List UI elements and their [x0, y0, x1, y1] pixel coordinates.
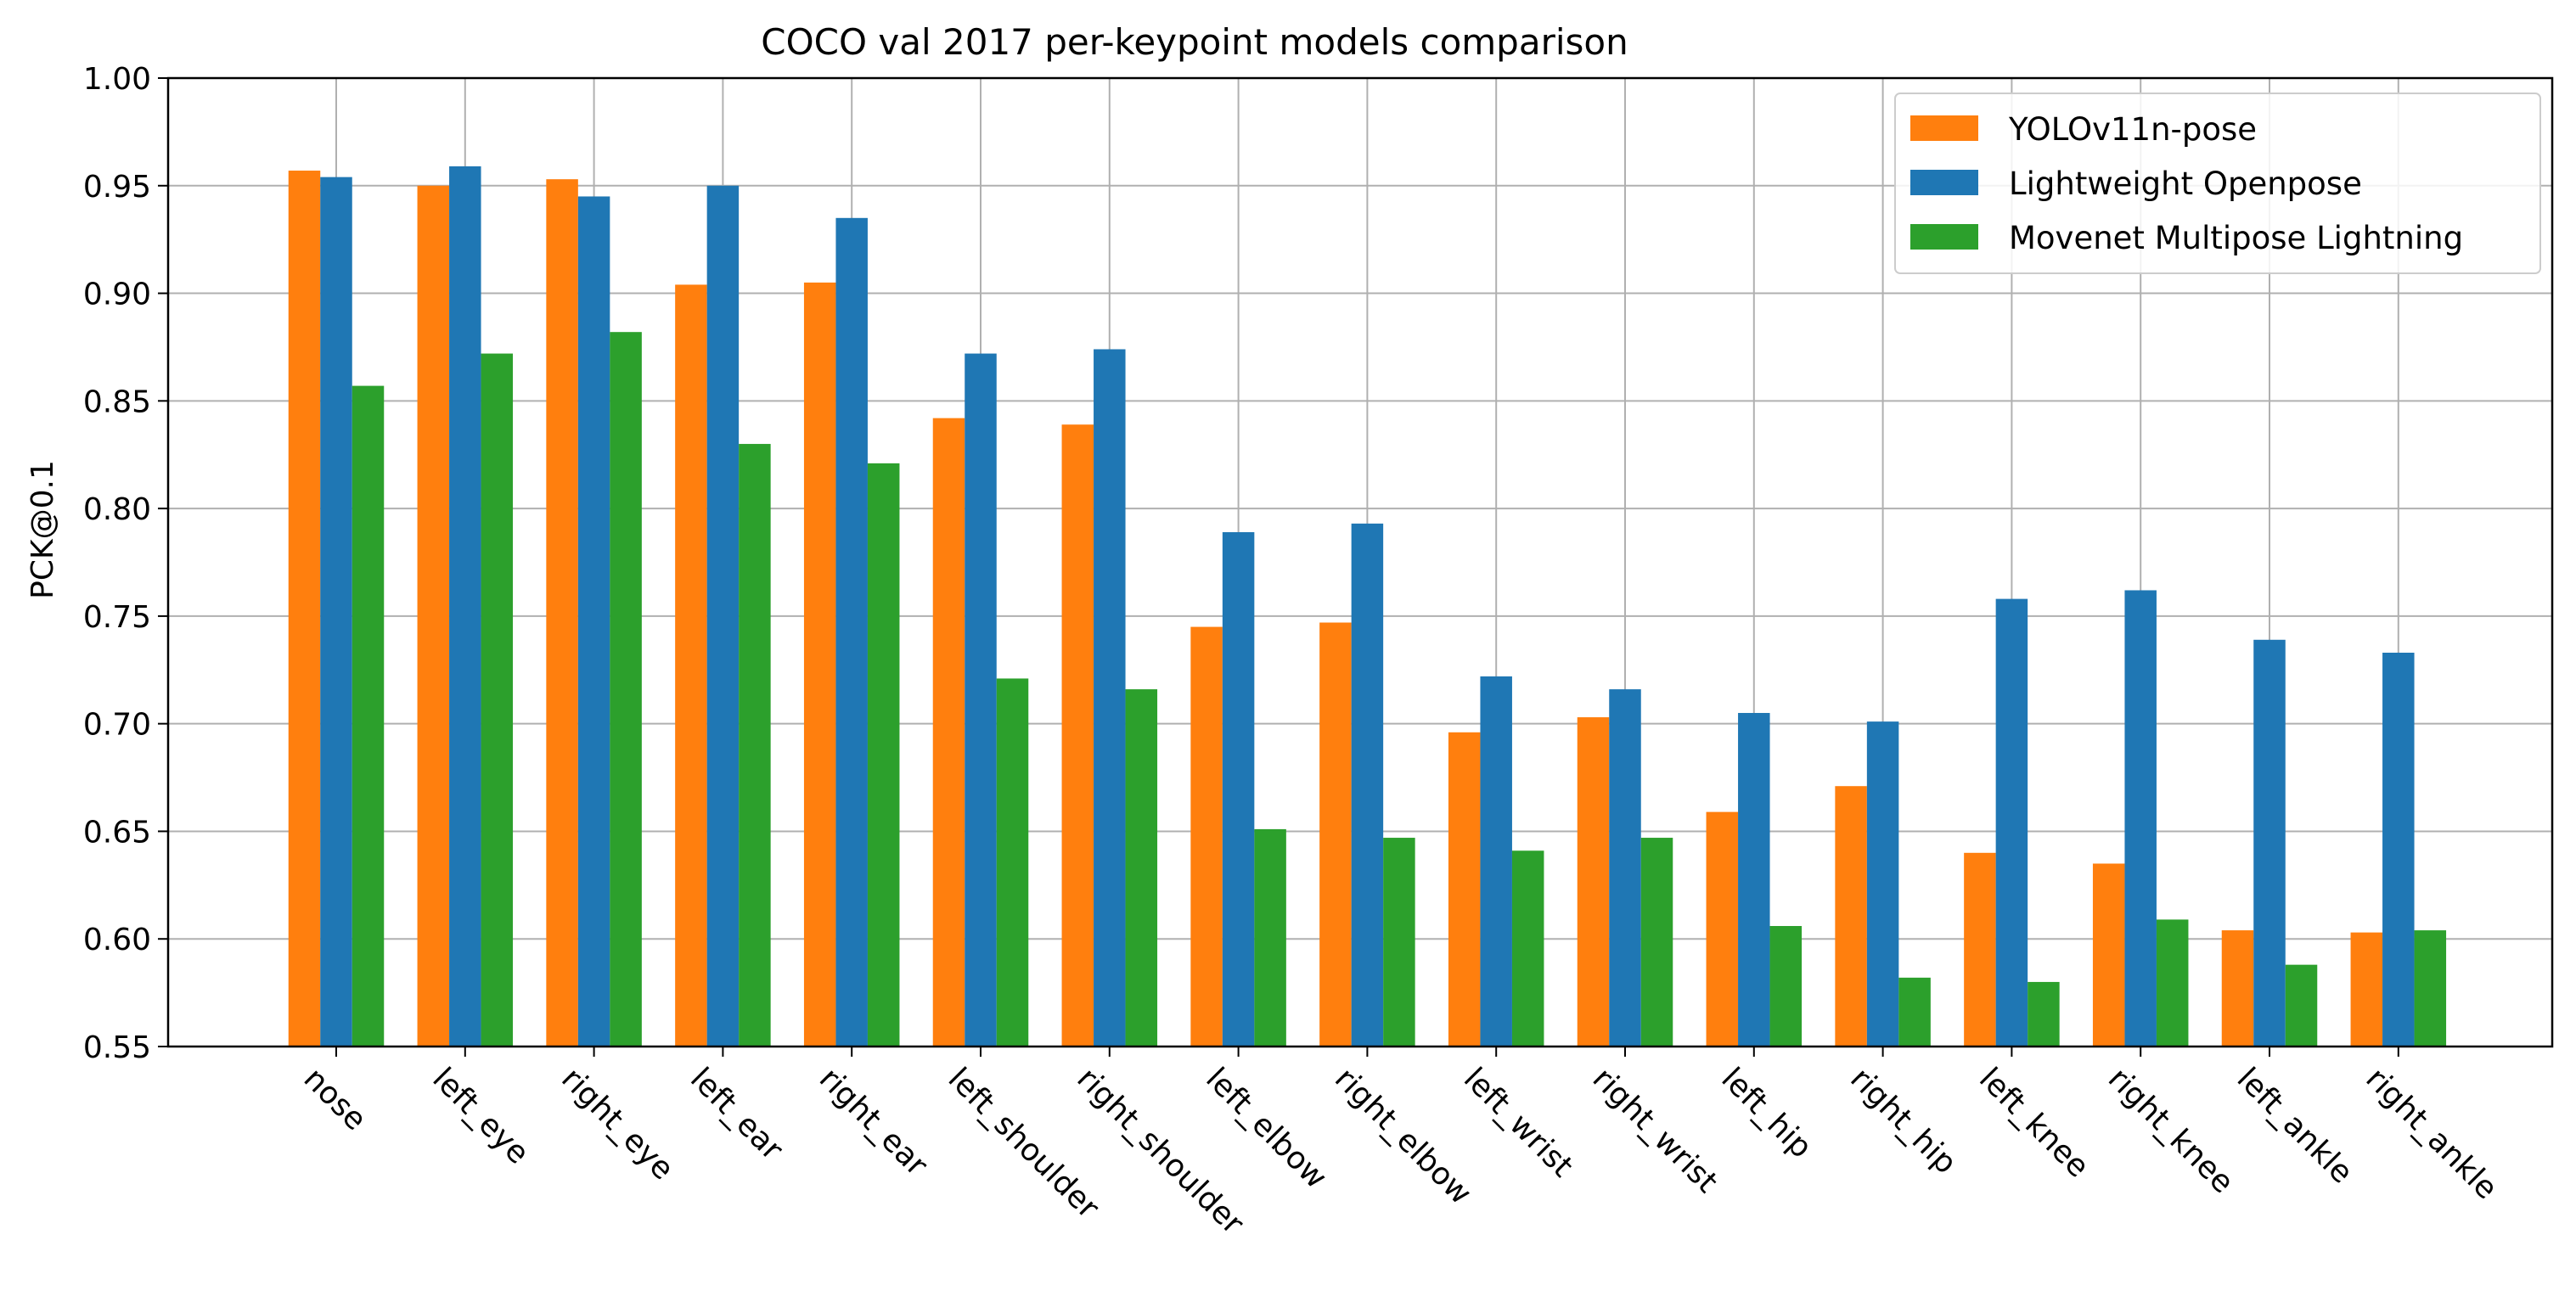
bar-left_elbow-series-1	[1222, 532, 1255, 1047]
y-tick-label: 0.80	[83, 492, 151, 527]
bar-nose-series-0	[288, 171, 321, 1047]
bar-right_eye-series-2	[610, 332, 642, 1047]
bar-left_shoulder-series-2	[996, 678, 1029, 1047]
bar-left_hip-series-1	[1738, 712, 1770, 1047]
bar-right_elbow-series-2	[1383, 838, 1415, 1047]
legend-swatch	[1910, 115, 1978, 141]
y-tick-label: 0.75	[83, 600, 151, 635]
plot-area-frame	[166, 76, 2554, 1048]
y-axis-label: PCK@0.1	[25, 460, 60, 599]
y-tick-label: 0.90	[83, 278, 151, 312]
bar-right_hip-series-1	[1866, 721, 1899, 1047]
bar-right_elbow-series-0	[1319, 622, 1352, 1047]
y-tick-label: 0.70	[83, 708, 151, 743]
y-axis-ticks: 0.55 0.60 0.65 0.70 0.75 0.80 0.85 0.90 0.95 1.00	[83, 62, 168, 1065]
bar-right_shoulder-series-2	[1125, 689, 1158, 1047]
bar-right_elbow-series-1	[1351, 523, 1384, 1047]
legend-swatch	[1910, 224, 1978, 250]
bar-left_ankle-series-1	[2253, 639, 2286, 1047]
bar-left_elbow-series-0	[1190, 626, 1223, 1047]
bar-left_wrist-series-2	[1511, 850, 1544, 1047]
bar-right_ear-series-0	[803, 282, 836, 1047]
bar-right_ankle-series-0	[2350, 932, 2383, 1047]
y-tick-label: 0.95	[83, 170, 151, 205]
legend-entry: YOLOv11n-pose	[2008, 111, 2257, 148]
y-tick-label: 0.60	[83, 923, 151, 957]
bar-left_ankle-series-0	[2221, 930, 2254, 1047]
bar-right_shoulder-series-1	[1094, 349, 1126, 1047]
legend: YOLOv11n-pose Lightweight Openpose Movenet…	[1894, 93, 2541, 274]
bar-left_knee-series-2	[2028, 981, 2060, 1047]
bar-right_wrist-series-1	[1609, 689, 1641, 1047]
bar-left_ankle-series-2	[2285, 964, 2318, 1047]
bar-left_hip-series-0	[1706, 811, 1739, 1047]
bar-right_eye-series-0	[546, 179, 578, 1047]
legend-entry: Movenet Multipose Lightning	[2009, 220, 2463, 256]
bar-right_ankle-series-1	[2382, 652, 2415, 1047]
bar-left_shoulder-series-1	[965, 353, 997, 1047]
y-tick-label: 0.55	[83, 1030, 151, 1065]
y-tick-label: 1.00	[83, 62, 151, 97]
bar-left_wrist-series-1	[1480, 676, 1512, 1047]
y-tick-label: 0.85	[83, 384, 151, 419]
bar-nose-series-2	[352, 385, 385, 1047]
bar-right_knee-series-1	[2124, 590, 2157, 1047]
bar-left_ear-series-2	[739, 444, 771, 1047]
bar-right_ear-series-2	[867, 463, 900, 1047]
legend-box	[1894, 93, 2541, 274]
bar-nose-series-1	[320, 177, 352, 1047]
legend-entry: Lightweight Openpose	[2009, 166, 2362, 202]
bar-right_shoulder-series-0	[1061, 424, 1094, 1047]
chart-title: COCO val 2017 per-keypoint models compar…	[761, 21, 1628, 63]
bar-left_eye-series-0	[417, 185, 450, 1047]
bar-left_wrist-series-0	[1448, 732, 1481, 1047]
bars	[288, 166, 2447, 1047]
bar-right_eye-series-1	[577, 196, 610, 1047]
bar-left_eye-series-1	[449, 166, 481, 1047]
bar-left_knee-series-1	[1995, 598, 2028, 1047]
bar-left_shoulder-series-0	[932, 418, 965, 1047]
bar-right_wrist-series-0	[1577, 717, 1610, 1047]
bar-right_hip-series-2	[1898, 977, 1931, 1047]
bar-right_ankle-series-2	[2414, 930, 2447, 1047]
legend-swatch	[1910, 170, 1978, 195]
bar-left_ear-series-0	[675, 284, 707, 1047]
bar-right_knee-series-2	[2156, 919, 2189, 1047]
bar-left_hip-series-2	[1769, 926, 1803, 1047]
bar-right_knee-series-0	[2092, 863, 2125, 1047]
bar-left_knee-series-0	[1964, 852, 1996, 1047]
bar-right_ear-series-1	[835, 217, 868, 1047]
bar-left_elbow-series-2	[1254, 828, 1286, 1047]
bar-right_wrist-series-2	[1640, 838, 1673, 1047]
bar-left_ear-series-1	[706, 185, 740, 1047]
bar-left_eye-series-2	[481, 353, 514, 1047]
bar-right_hip-series-0	[1835, 786, 1867, 1047]
y-tick-label: 0.65	[83, 815, 151, 850]
